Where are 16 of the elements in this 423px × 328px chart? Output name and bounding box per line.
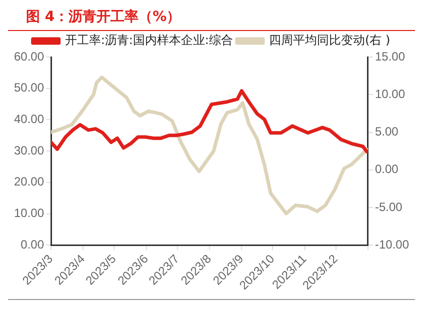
y2-tick-label: 15.00	[374, 49, 406, 64]
y-tick-label: 10.00	[14, 206, 44, 220]
y2-tick-label: 10.00	[374, 86, 406, 101]
y-tick-label: 40.00	[14, 112, 44, 126]
y2-tick-label: 5.00	[374, 124, 399, 139]
y-tick-label: 30.00	[14, 143, 44, 158]
y-tick-label: 50.00	[14, 80, 44, 95]
y2-tick-label: 0.00	[374, 162, 399, 176]
legend-label: 开工率:沥青:国内样本企业:综合	[64, 33, 233, 48]
y2-tick-label: -10.00	[374, 237, 410, 252]
y-tick-label: 60.00	[14, 49, 44, 64]
legend-label: 四周平均同比变动(右 )	[268, 33, 390, 48]
chart-title: 图 4：沥青开工率（%）	[8, 0, 415, 31]
y-tick-label: 0.00	[20, 237, 44, 252]
y-tick-label: 20.00	[14, 174, 44, 189]
y2-tick-label: -5.00	[374, 200, 403, 214]
